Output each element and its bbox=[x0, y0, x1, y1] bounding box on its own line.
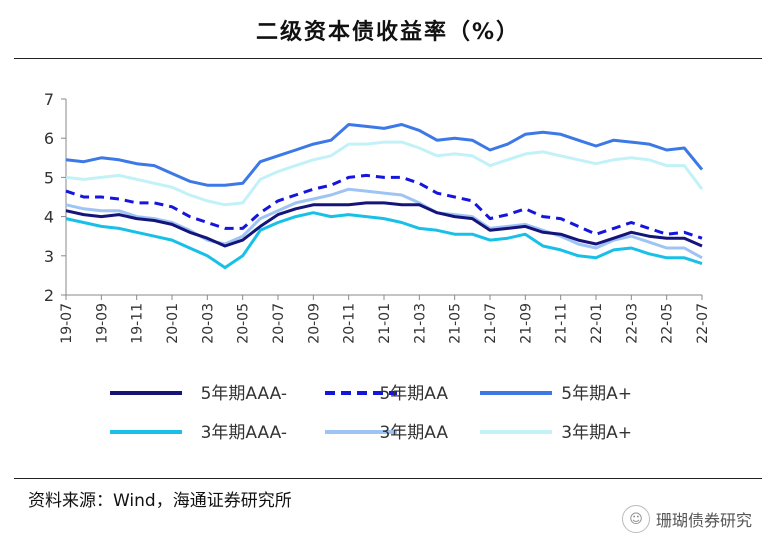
x-tick-label: 19-11 bbox=[130, 303, 146, 344]
series-line-1 bbox=[65, 173, 703, 240]
series-line-5 bbox=[65, 140, 704, 207]
x-tick-label: 21-07 bbox=[483, 303, 499, 344]
x-tick-label: 22-01 bbox=[589, 303, 605, 344]
x-tick-label: 22-03 bbox=[624, 303, 640, 344]
x-tick-label: 20-09 bbox=[306, 303, 322, 344]
axes: 2 3 4 5 6 7 19-07 19-09 19-11 20-01 20-03 20-05 20-0… bbox=[44, 90, 711, 344]
series-line-0 bbox=[65, 201, 703, 248]
legend-label-0: 5年期AAA- bbox=[201, 384, 287, 404]
x-tick-label: 22-07 bbox=[695, 303, 711, 344]
series-line-3 bbox=[65, 211, 703, 270]
title-divider bbox=[14, 58, 762, 59]
x-tick-label: 21-01 bbox=[377, 303, 393, 344]
footer-divider bbox=[14, 478, 762, 479]
legend-label-2: 5年期A+ bbox=[561, 384, 632, 404]
chart-title: 二级资本债收益率（%） bbox=[255, 20, 521, 45]
y-tick-label: 3 bbox=[44, 247, 54, 266]
legend-label-1: 5年期AA bbox=[379, 384, 448, 404]
line-chart: 2 3 4 5 6 7 19-07 19-09 19-11 20-01 20-03 20-05 20-0… bbox=[44, 90, 711, 443]
y-tick-label: 5 bbox=[44, 168, 54, 187]
x-tick-label: 19-07 bbox=[59, 303, 75, 344]
x-tick-label: 21-03 bbox=[412, 303, 428, 344]
y-tick-label: 7 bbox=[44, 90, 54, 109]
watermark-text: 珊瑚债券研究 bbox=[655, 511, 752, 530]
x-tick-label: 20-11 bbox=[342, 303, 358, 344]
series-line-2 bbox=[65, 123, 704, 187]
x-tick-label: 21-05 bbox=[448, 303, 464, 344]
x-tick-label: 20-01 bbox=[165, 303, 181, 344]
y-tick-label: 4 bbox=[44, 208, 54, 227]
x-tick-label: 22-05 bbox=[660, 303, 676, 344]
x-tick-label: 21-11 bbox=[554, 303, 570, 344]
x-tick-label: 21-09 bbox=[518, 303, 534, 344]
source-note: 资料来源：Wind，海通证券研究所 bbox=[28, 491, 292, 511]
y-tick-label: 6 bbox=[44, 129, 54, 148]
wechat-icon: ☺ bbox=[621, 505, 650, 533]
x-tick-label: 20-03 bbox=[200, 303, 216, 344]
series-line-4 bbox=[65, 187, 703, 260]
y-tick-label: 2 bbox=[44, 286, 54, 305]
x-tick-label: 19-09 bbox=[94, 303, 110, 344]
legend-label-3: 3年期AAA- bbox=[201, 423, 287, 443]
legend-label-4: 3年期AA bbox=[379, 423, 448, 443]
watermark: ☺ 珊瑚债券研究 bbox=[621, 505, 752, 533]
x-tick-label: 20-05 bbox=[236, 303, 252, 344]
legend-label-5: 3年期A+ bbox=[561, 423, 632, 443]
series-layer bbox=[65, 123, 704, 270]
x-tick-label: 20-07 bbox=[271, 303, 287, 344]
legend: 5年期AAA- 5年期AA 5年期A+ 3年期AAA- 3年期AA 3年期A+ bbox=[110, 384, 632, 443]
